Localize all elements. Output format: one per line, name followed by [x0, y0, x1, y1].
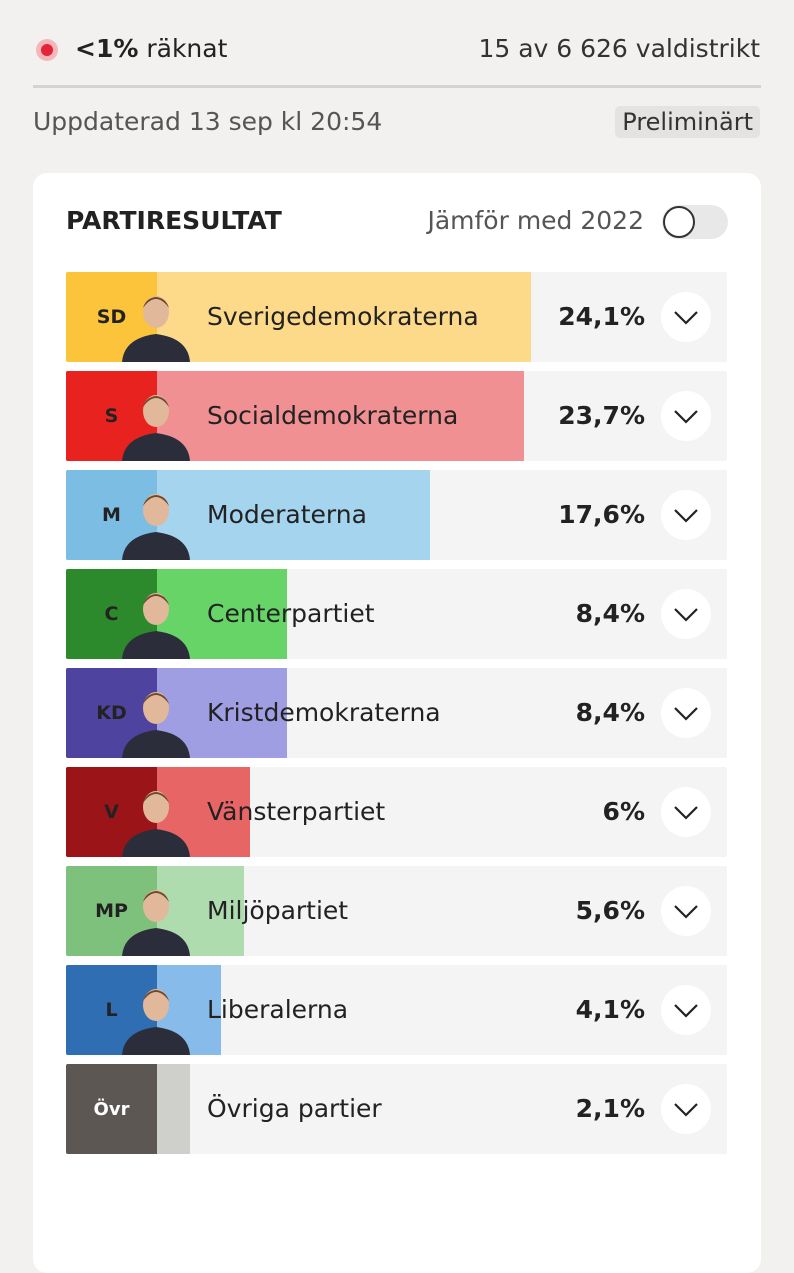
party-value: 17,6% — [558, 500, 645, 529]
chevron-icon — [674, 707, 698, 721]
party-name: Socialdemokraterna — [207, 401, 459, 430]
party-name: Moderaterna — [207, 500, 367, 529]
party-row[interactable]: MP Miljöpartiet 5,6% — [66, 866, 727, 956]
party-row[interactable]: Övr Övriga partier 2,1% — [66, 1064, 727, 1154]
expand-button[interactable] — [661, 589, 711, 639]
status-badge: Preliminärt — [615, 106, 760, 138]
expand-button[interactable] — [661, 292, 711, 342]
leader-photo — [122, 296, 190, 362]
party-value: 23,7% — [558, 401, 645, 430]
leader-photo — [122, 593, 190, 659]
counted-label: räknat — [146, 34, 228, 63]
leader-photo — [122, 494, 190, 560]
chevron-icon — [674, 806, 698, 820]
party-value: 6% — [602, 797, 645, 826]
leader-photo — [122, 989, 190, 1055]
counted-line: <1% räknat — [75, 34, 227, 63]
party-value: 8,4% — [575, 599, 645, 628]
leader-photo — [122, 791, 190, 857]
chevron-icon — [674, 1004, 698, 1018]
party-value: 24,1% — [558, 302, 645, 331]
chevron-icon — [674, 509, 698, 523]
chevron-icon — [674, 1103, 698, 1117]
page: <1% räknat 15 av 6 626 valdistrikt Uppda… — [33, 34, 761, 1273]
expand-button[interactable] — [661, 391, 711, 441]
party-row[interactable]: M Moderaterna 17,6% — [66, 470, 727, 560]
party-name: Centerpartiet — [207, 599, 375, 628]
party-value: 2,1% — [575, 1094, 645, 1123]
counted: <1% — [75, 34, 139, 63]
party-row[interactable]: V Vänsterpartiet 6% — [66, 767, 727, 857]
party-value: 5,6% — [575, 896, 645, 925]
party-name: Vänsterpartiet — [207, 797, 386, 826]
party-row[interactable]: L Liberalerna 4,1% — [66, 965, 727, 1055]
expand-button[interactable] — [661, 886, 711, 936]
expand-button[interactable] — [661, 1084, 711, 1134]
party-value: 4,1% — [575, 995, 645, 1024]
party-row[interactable]: S Socialdemokraterna 23,7% — [66, 371, 727, 461]
party-row[interactable]: SD Sverigedemokraterna 24,1% — [66, 272, 727, 362]
live-dot — [41, 44, 53, 56]
expand-button[interactable] — [661, 985, 711, 1035]
section-title: PARTIRESULTAT — [66, 206, 282, 235]
party-row[interactable]: KD Kristdemokraterna 8,4% — [66, 668, 727, 758]
expand-button[interactable] — [661, 490, 711, 540]
party-logo: Övr — [66, 1064, 157, 1154]
districts: 15 av 6 626 valdistrikt — [478, 34, 760, 63]
compare-label: Jämför med 2022 — [427, 206, 644, 235]
leader-photo — [122, 890, 190, 956]
chevron-icon — [674, 608, 698, 622]
party-name: Övriga partier — [207, 1094, 382, 1123]
chevron-icon — [674, 311, 698, 325]
party-value: 8,4% — [575, 698, 645, 727]
party-name: Kristdemokraterna — [207, 698, 441, 727]
compare-toggle[interactable] — [662, 205, 728, 239]
expand-button[interactable] — [661, 688, 711, 738]
updated: Uppdaterad 13 sep kl 20:54 — [33, 107, 383, 136]
chevron-icon — [674, 410, 698, 424]
leader-photo — [122, 395, 190, 461]
results-card: PARTIRESULTAT Jämför med 2022 SD Sveriged… — [33, 173, 761, 1273]
party-name: Miljöpartiet — [207, 896, 349, 925]
toggle-knob — [663, 206, 695, 238]
party-name: Sverigedemokraterna — [207, 302, 479, 331]
leader-photo — [122, 692, 190, 758]
party-name: Liberalerna — [207, 995, 349, 1024]
progress-track — [33, 85, 761, 88]
chevron-icon — [674, 905, 698, 919]
party-row[interactable]: C Centerpartiet 8,4% — [66, 569, 727, 659]
expand-button[interactable] — [661, 787, 711, 837]
